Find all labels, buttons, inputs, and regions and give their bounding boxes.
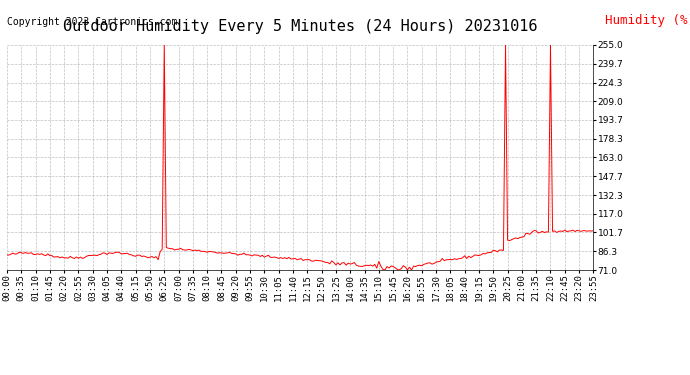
Text: Humidity (%): Humidity (%) [605, 14, 690, 27]
Text: Outdoor Humidity Every 5 Minutes (24 Hours) 20231016: Outdoor Humidity Every 5 Minutes (24 Hou… [63, 19, 538, 34]
Text: Copyright 2023 Cartronics.com: Copyright 2023 Cartronics.com [7, 17, 177, 27]
